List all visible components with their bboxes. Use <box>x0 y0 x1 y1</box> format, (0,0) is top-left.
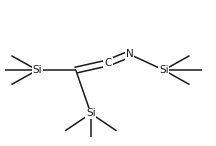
Text: Si: Si <box>159 65 169 75</box>
Text: Si: Si <box>32 65 42 75</box>
Text: Si: Si <box>86 108 96 119</box>
Text: N: N <box>125 49 133 59</box>
Text: C: C <box>104 58 112 68</box>
